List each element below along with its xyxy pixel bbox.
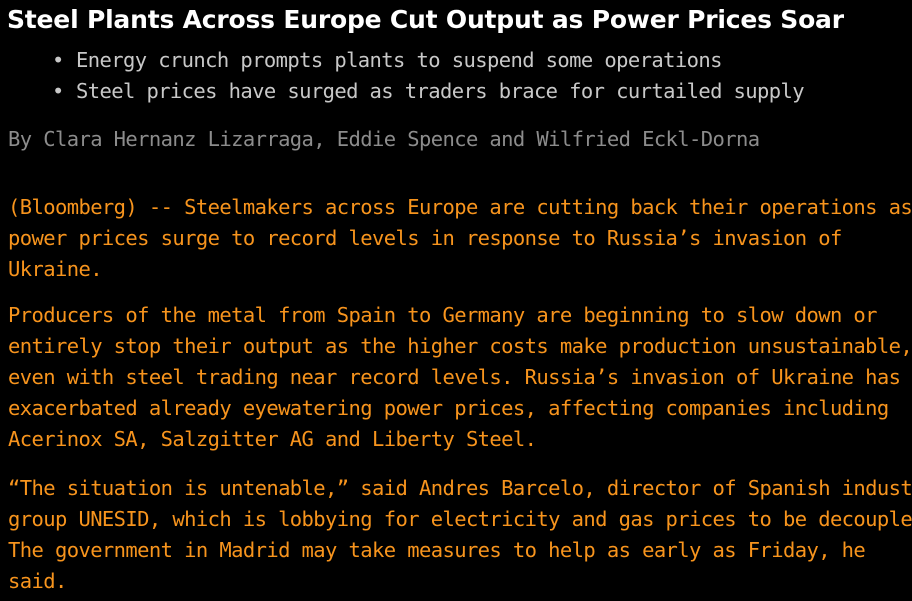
- summary-bullet-text: Steel prices have surged as traders brac…: [76, 79, 805, 103]
- bullet-dot-icon: •: [52, 79, 64, 103]
- paragraph-line: even with steel trading near record leve…: [8, 365, 901, 389]
- summary-bullet: • Energy crunch prompts plants to suspend…: [52, 45, 804, 76]
- article-paragraph: Producers of the metal from Spain to Ger…: [8, 300, 912, 455]
- article-byline: By Clara Hernanz Lizarraga, Eddie Spence…: [8, 127, 760, 151]
- paragraph-line: (Bloomberg) -- Steelmakers across Europe…: [8, 195, 912, 219]
- summary-bullet-text: Energy crunch prompts plants to suspend …: [76, 48, 722, 72]
- paragraph-line: The government in Madrid may take measur…: [8, 538, 866, 562]
- paragraph-line: “The situation is untenable,” said Andre…: [8, 476, 912, 500]
- paragraph-line: entirely stop their output as the higher…: [8, 334, 912, 358]
- paragraph-line: Acerinox SA, Salzgitter AG and Liberty S…: [8, 427, 537, 451]
- article-paragraph: “The situation is untenable,” said Andre…: [8, 473, 912, 597]
- summary-bullet: • Steel prices have surged as traders bra…: [52, 76, 805, 107]
- article-headline: Steel Plants Across Europe Cut Output as…: [7, 5, 844, 34]
- paragraph-line: Producers of the metal from Spain to Ger…: [8, 303, 878, 327]
- bullet-dot-icon: •: [52, 48, 64, 72]
- article-paragraph: (Bloomberg) -- Steelmakers across Europe…: [8, 192, 912, 285]
- paragraph-line: Ukraine.: [8, 257, 103, 281]
- paragraph-line: group UNESID, which is lobbying for elec…: [8, 507, 912, 531]
- paragraph-line: said.: [8, 569, 67, 593]
- paragraph-line: exacerbated already eyewatering power pr…: [8, 396, 889, 420]
- paragraph-line: power prices surge to record levels in r…: [8, 226, 842, 250]
- summary-bullet-list: • Energy crunch prompts plants to suspend…: [52, 45, 805, 107]
